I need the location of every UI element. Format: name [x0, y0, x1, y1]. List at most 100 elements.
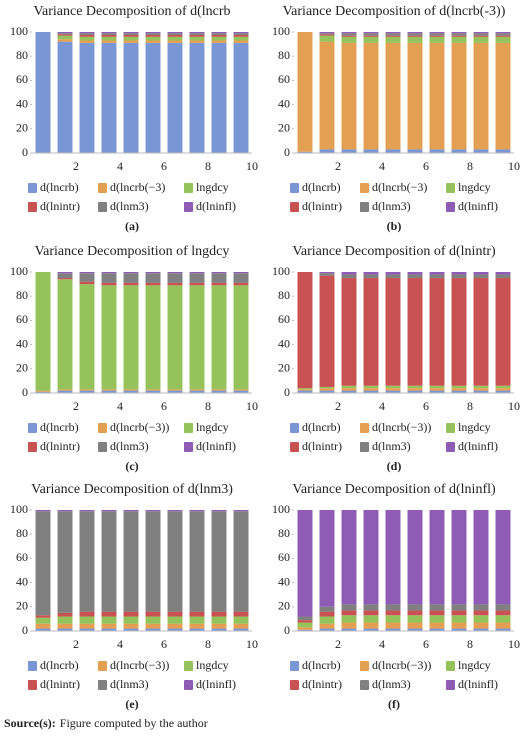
- bar-segment: [473, 390, 489, 393]
- bar-segment: [167, 510, 183, 512]
- bar-segment: [451, 42, 467, 150]
- legend-swatch: [360, 661, 369, 671]
- bar-segment: [451, 390, 467, 393]
- bar-segment: [451, 622, 467, 629]
- bar-segment: [145, 273, 161, 283]
- bar-segment: [495, 604, 511, 611]
- legend-swatch: [360, 423, 369, 433]
- y-tick-label: 100: [10, 264, 28, 278]
- bar-segment: [319, 510, 335, 607]
- bar-segment: [297, 622, 313, 628]
- legend-label: d(lninfl): [196, 677, 236, 691]
- bar-segment: [167, 390, 183, 393]
- bar-segment: [57, 272, 73, 274]
- bar-segment: [451, 149, 467, 153]
- x-tick-label: 2: [335, 399, 341, 413]
- y-tick-label: 0: [22, 145, 28, 159]
- bar-segment: [167, 285, 183, 390]
- bar-segment: [451, 388, 467, 391]
- bar-segment: [233, 510, 249, 512]
- bar-segment: [407, 32, 423, 34]
- bar-segment: [429, 604, 445, 611]
- bar-segment: [363, 615, 379, 623]
- bar-segment: [341, 388, 357, 391]
- bar-segment: [341, 149, 357, 153]
- bar-segment: [79, 510, 95, 512]
- bar-segment: [79, 281, 95, 285]
- bar-segment: [211, 511, 227, 612]
- x-tick-label: 10: [508, 637, 520, 651]
- bar-segment: [451, 33, 467, 36]
- x-tick-label: 8: [467, 159, 473, 173]
- y-tick-label: 80: [16, 48, 28, 62]
- legend-swatch: [28, 442, 37, 452]
- bar-segment: [79, 35, 95, 37]
- bar-segment: [145, 623, 161, 629]
- bar-segment: [189, 390, 205, 393]
- bar-segment: [189, 40, 205, 43]
- legend-swatch: [360, 202, 369, 212]
- legend-label: d(lncrb): [40, 180, 79, 194]
- bar-segment: [473, 615, 489, 623]
- bar-segment: [451, 385, 467, 389]
- bar-segment: [167, 40, 183, 43]
- x-tick-label: 10: [508, 399, 520, 413]
- bar-segment: [363, 33, 379, 36]
- bar-segment: [341, 615, 357, 623]
- bar-segment: [341, 32, 357, 34]
- bar-segment: [145, 510, 161, 512]
- bar-segment: [429, 32, 445, 34]
- bar-segment: [319, 606, 335, 612]
- legend-label: d(lncrb): [302, 658, 341, 672]
- legend-label: d(lnm3): [372, 677, 411, 691]
- bar-segment: [145, 42, 161, 153]
- bar-segment: [341, 42, 357, 150]
- bar-segment: [407, 272, 423, 275]
- legend-swatch: [184, 680, 193, 690]
- x-tick-label: 8: [467, 637, 473, 651]
- bar-segment: [57, 279, 73, 390]
- bar-segment: [407, 622, 423, 629]
- bar-segment: [495, 615, 511, 623]
- bar-segment: [363, 610, 379, 616]
- bar-segment: [57, 623, 73, 629]
- bar-segment: [101, 273, 117, 283]
- bar-segment: [473, 33, 489, 36]
- legend-swatch: [290, 423, 299, 433]
- bar-segment: [35, 32, 51, 153]
- bar-segment: [167, 273, 183, 283]
- legend-label: d(lninfl): [196, 199, 236, 213]
- bar-segment: [363, 149, 379, 153]
- bar-segment: [101, 36, 117, 41]
- bar-segment: [407, 604, 423, 611]
- bar-segment: [319, 388, 335, 391]
- bar-segment: [407, 42, 423, 150]
- bar-segment: [167, 42, 183, 153]
- bar-segment: [35, 628, 51, 631]
- bar-segment: [319, 33, 335, 35]
- bar-segment: [123, 273, 139, 283]
- y-tick-label: 100: [10, 24, 28, 38]
- bar-segment: [297, 272, 313, 389]
- bar-segment: [79, 628, 95, 631]
- bar-segment: [297, 390, 313, 393]
- bar-segment: [341, 272, 357, 275]
- bar-segment: [79, 389, 95, 391]
- bar-segment: [385, 149, 401, 153]
- bar-segment: [57, 41, 73, 153]
- bar-segment: [341, 36, 357, 43]
- bar-segment: [79, 390, 95, 393]
- bar-segment: [211, 623, 227, 629]
- bar-segment: [473, 510, 489, 605]
- bar-segment: [385, 32, 401, 34]
- bar-segment: [101, 611, 117, 617]
- bar-segment: [407, 385, 423, 389]
- bar-segment: [407, 615, 423, 623]
- bar-segment: [429, 390, 445, 393]
- bar-segment: [233, 389, 249, 391]
- bar-segment: [429, 388, 445, 391]
- bar-segment: [297, 620, 313, 623]
- legend-swatch: [184, 202, 193, 212]
- x-tick-label: 6: [423, 159, 429, 173]
